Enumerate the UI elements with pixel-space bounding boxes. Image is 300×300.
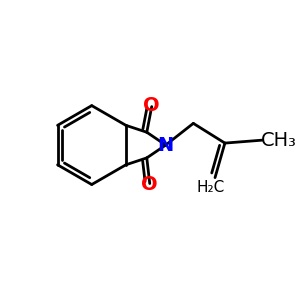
Text: CH₃: CH₃	[261, 130, 297, 150]
Text: H₂C: H₂C	[197, 180, 225, 195]
Text: O: O	[143, 96, 160, 115]
Text: O: O	[141, 175, 158, 194]
Text: N: N	[158, 136, 174, 154]
